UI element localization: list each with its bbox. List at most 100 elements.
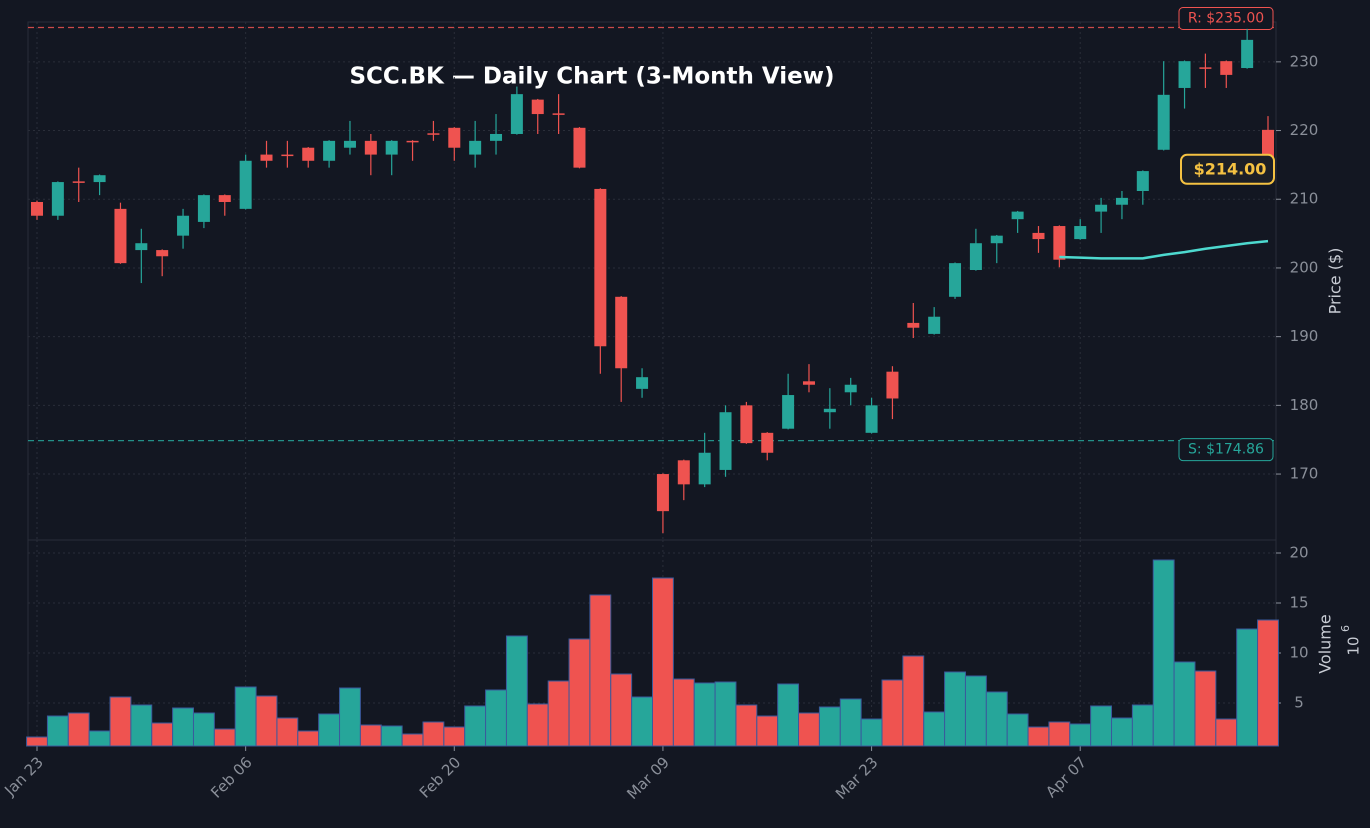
candle-body [1074,226,1087,240]
volume-bar [839,698,862,747]
volume-bar [192,712,215,747]
candle-body [364,140,377,155]
candle-body [51,182,64,216]
candle-body [1220,61,1233,75]
candle-body [406,140,419,143]
candle-body [761,432,774,453]
candle-body [740,405,753,444]
candle-body [177,215,190,236]
y-tick-label: 210 [1290,190,1319,208]
volume-bar [67,712,90,747]
y-tick-label: 5 [1294,694,1304,712]
volume-scale-exponent: 6 [1339,625,1352,632]
y-tick-label: 15 [1289,594,1308,612]
candle-body [343,140,356,148]
volume-bar [756,715,779,747]
candle-body [802,381,815,385]
volume-bar [255,695,278,747]
candle-body [949,263,962,297]
resistance-label: R: $235.00 [1188,10,1264,26]
volume-bar [923,711,946,747]
y-tick-label: 20 [1289,544,1308,562]
volume-bar [443,726,466,747]
candle-body [1136,171,1149,192]
candle-body [698,452,711,485]
volume-bar [1006,713,1029,747]
volume-bar [276,717,299,747]
candle-body [156,250,169,257]
volume-bar [505,635,528,747]
resistance-label-box [1178,6,1274,30]
candle-body [239,160,252,209]
volume-bar [422,721,445,747]
candle-body [302,147,315,161]
volume-bar [359,724,382,747]
candle-body [385,140,398,155]
candle-body [865,405,878,433]
candle-body [1115,197,1128,205]
volume-bar [652,577,674,747]
volume-bar [798,712,820,747]
y-tick-label: 190 [1290,327,1319,345]
candle-body [928,316,941,334]
volume-bar [902,655,925,747]
y-axis-label: Price ($) [1326,248,1345,315]
volume-bar [547,680,570,747]
candle-body [281,154,294,157]
candle-body [1199,67,1212,69]
y-tick-label: 200 [1290,258,1319,276]
candle-body [323,140,336,161]
volume-bar [1131,704,1154,747]
y-tick-label: 230 [1290,52,1319,70]
volume-bar [985,691,1008,747]
candle-body [218,195,231,202]
candle-body [615,296,628,369]
volume-bar [46,715,69,747]
volume-bar [172,707,194,747]
candle-body [510,94,523,134]
candle-body [1241,39,1254,69]
candle-body [719,412,732,470]
candle-body [72,181,85,183]
volume-scale-base: 10 [1345,636,1363,655]
last-price-box [1180,153,1275,185]
candle-body [823,408,836,413]
volume-bar [1257,619,1279,747]
volume-bar [526,703,549,747]
volume-bar [777,683,800,747]
volume-bar [1236,628,1259,747]
candle-body [677,460,690,485]
candle-body [427,133,440,135]
candle-body [135,243,148,251]
candle-body [907,322,920,328]
volume-bar [151,722,174,747]
y-tick-label: 10 [1289,644,1308,662]
support-label-box [1178,438,1274,462]
volume-bar [672,678,695,747]
candle-body [448,127,461,148]
candle-body [1011,211,1024,220]
candle-body [1095,204,1108,212]
candle-body [1178,61,1191,88]
candle-body [490,133,503,141]
volume-bar [589,594,612,747]
volume-bar [610,673,633,747]
volume-bar [130,704,153,747]
y-tick-label: 170 [1290,465,1319,483]
candle-body [636,377,649,389]
volume-bar [631,696,654,747]
candle-body [594,188,607,347]
volume-bar [1152,559,1175,747]
candle-body [31,201,43,216]
volume-bar [860,718,883,747]
candle-body [656,474,669,512]
overlay-line [1059,239,1269,260]
volume-bar [1215,718,1238,747]
volume-bar [485,689,507,747]
volume-bar [1027,726,1050,747]
candle-body [469,140,482,155]
volume-bar [26,736,48,747]
support-label: S: $174.86 [1188,442,1264,458]
